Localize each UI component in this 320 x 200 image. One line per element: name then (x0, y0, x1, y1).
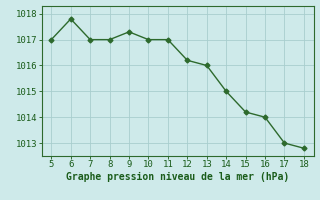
X-axis label: Graphe pression niveau de la mer (hPa): Graphe pression niveau de la mer (hPa) (66, 172, 289, 182)
